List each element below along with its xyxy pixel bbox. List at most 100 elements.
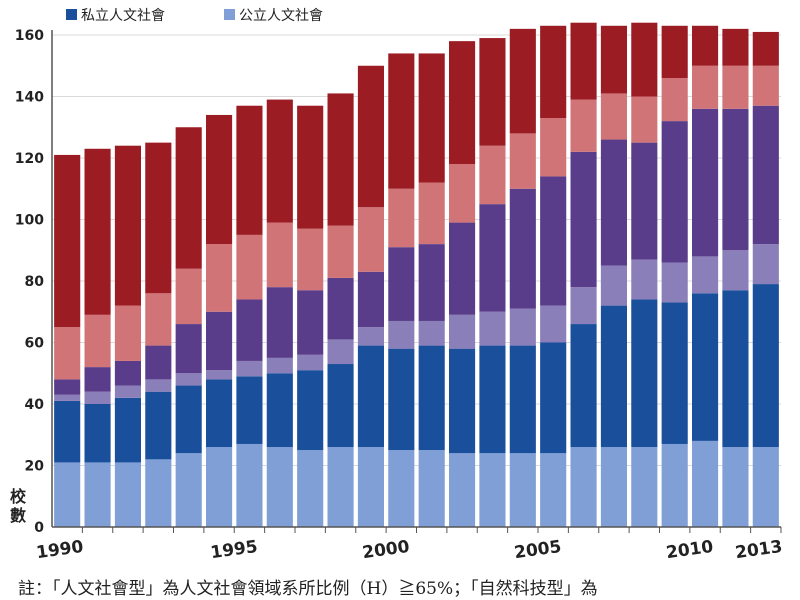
bar-1999-private_group2 [327,93,354,226]
bar-2000-private_humanities [357,345,384,448]
legend-label-0: 私立人文社會 [81,8,165,24]
bar-2005-private_group3 [509,188,536,309]
bar-2008-public_group2 [600,93,627,140]
bar-2004-private_humanities [479,345,506,454]
y-axis: 0 20 40 60 80 100 120 140 160 [15,28,53,536]
bar-2006-public_group2 [540,118,567,177]
bar-1990-public_group3 [54,394,81,401]
bar-2012-private_group2 [722,28,749,66]
bar-1995-public_humanities [206,447,233,527]
y-axis-label-char: 數 [10,506,26,525]
bar-2009-public_group2 [631,96,658,143]
bar-1991-public_group3 [84,391,111,404]
bar-2012-private_group3 [722,108,749,251]
bar-2003-public_group2 [449,164,476,223]
legend-swatch-0 [66,9,77,20]
bar-1997-public_humanities [266,447,293,527]
bar-2001-private_humanities [388,348,415,451]
bar-2004-private_group2 [479,38,506,146]
bar-1998-public_group3 [297,354,324,371]
bar-1995-public_group3 [206,370,233,380]
bar-1999-public_group2 [327,225,354,278]
bar-1995-private_group3 [206,311,233,371]
bar-2008-private_group2 [600,25,627,94]
bar-2006-private_humanities [540,342,567,454]
bar-2012-public_group2 [722,65,749,109]
bar-2004-public_group2 [479,145,506,205]
legend: 私立人文社會 公立人文社會 [66,8,323,24]
bar-2008-public_group3 [600,265,627,306]
bar-2002-private_group3 [418,244,445,321]
bar-1993-private_group2 [145,142,172,294]
bar-1996-public_group3 [236,360,263,377]
bar-1994-public_group3 [175,373,202,386]
bar-1999-public_humanities [327,447,354,527]
bar-2009-private_group3 [631,142,658,260]
bar-1990-private_group3 [54,379,81,395]
legend-label-1: 公立人文社會 [239,8,323,24]
y-tick-label: 80 [25,274,45,290]
bar-2007-public_humanities [570,447,597,527]
legend-swatch-1 [224,9,235,20]
bar-2011-public_group3 [692,256,719,294]
bar-2011-public_humanities [692,440,719,527]
bar-2004-public_humanities [479,453,506,527]
bar-1996-private_humanities [236,376,263,444]
bar-2006-private_group2 [540,25,567,119]
bar-2010-private_group3 [661,121,688,263]
bar-1993-public_group3 [145,379,172,392]
bar-2013-public_humanities [752,447,779,527]
bar-2005-public_humanities [509,453,536,527]
bar-2001-public_group2 [388,188,415,248]
bar-2007-private_humanities [570,324,597,448]
bar-2008-private_group3 [600,139,627,266]
bar-2009-public_humanities [631,447,658,527]
bar-1994-public_group2 [175,268,202,325]
bar-1997-private_group3 [266,287,293,358]
y-tick-label: 60 [25,336,45,352]
bar-2001-public_group3 [388,320,415,349]
bar-2010-private_humanities [661,302,688,444]
bar-2000-public_group3 [357,327,384,346]
bar-2004-public_group3 [479,311,506,346]
bar-1998-public_group2 [297,228,324,291]
y-tick-label: 140 [15,90,44,106]
x-tick-label: 1995 [209,537,259,563]
bar-1997-private_humanities [266,373,293,448]
bar-2000-private_group3 [357,271,384,328]
bar-1996-public_group2 [236,234,263,300]
bar-2000-public_group2 [357,207,384,272]
bar-1996-private_group2 [236,105,263,235]
bar-2004-private_group3 [479,204,506,312]
bar-2003-public_group3 [449,314,476,349]
bar-2009-private_group2 [631,22,658,97]
bar-2009-public_group3 [631,259,658,300]
bar-2006-public_group3 [540,305,567,343]
bar-2003-private_group3 [449,222,476,315]
bar-1992-public_humanities [114,462,141,527]
bar-2000-private_group2 [357,65,384,208]
bar-1990-public_group2 [54,327,81,380]
bar-1998-public_humanities [297,450,324,527]
bar-2001-private_group3 [388,247,415,321]
bar-1995-public_group2 [206,244,233,312]
bar-2002-public_group3 [418,320,445,346]
bar-2012-public_group3 [722,250,749,291]
bar-1990-private_group2 [54,154,81,328]
bar-2010-private_group2 [661,25,688,79]
y-axis-label: 校數 [10,487,27,525]
bar-1996-public_humanities [236,443,263,527]
bar-1994-private_group3 [175,324,202,374]
bar-1994-private_humanities [175,385,202,454]
x-tick-label: 2013 [734,537,784,563]
y-tick-label: 40 [25,397,45,413]
bar-1996-private_group3 [236,299,263,361]
y-axis-label-char: 校 [10,487,27,506]
bar-2007-private_group3 [570,151,597,288]
y-tick-label: 0 [34,520,44,536]
bar-2011-public_group2 [692,65,719,109]
bar-2013-public_group3 [752,244,779,285]
bar-1994-private_group2 [175,127,202,269]
x-tick-label: 2010 [665,537,715,563]
bar-2008-public_humanities [600,447,627,527]
